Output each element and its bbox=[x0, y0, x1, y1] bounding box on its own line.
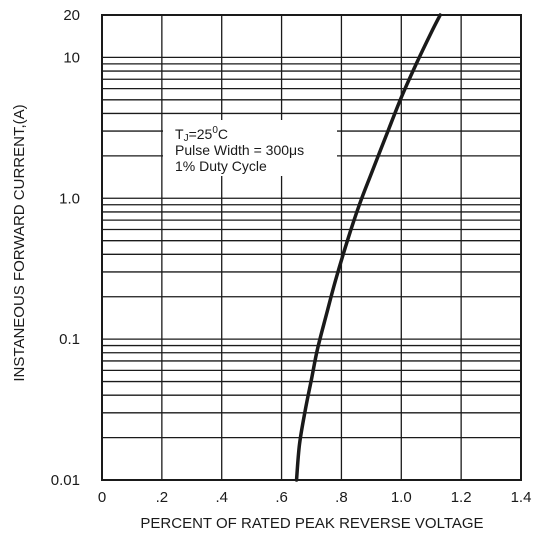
x-tick-labels: 0 .2 .4 .6 .8 1.0 1.2 1.4 bbox=[98, 489, 532, 506]
y-tick-label: 1.0 bbox=[59, 190, 80, 207]
x-tick-label: 1.0 bbox=[391, 489, 412, 506]
y-tick-label: 20 bbox=[63, 7, 80, 24]
annotation-t: T bbox=[175, 126, 184, 142]
x-tick-label: .8 bbox=[335, 489, 348, 506]
y-tick-labels: 0.01 0.1 1.0 10 20 bbox=[51, 7, 80, 489]
x-tick-label: 0 bbox=[98, 489, 106, 506]
y-tick-label: 10 bbox=[63, 49, 80, 66]
curve-layer bbox=[294, 13, 442, 482]
y-axis-label: INSTANEOUS FORWARD CURRENT,(A) bbox=[11, 104, 28, 381]
annotation-duty-cycle: 1% Duty Cycle bbox=[175, 158, 267, 174]
annotation-pulse-width: Pulse Width = 300μs bbox=[175, 142, 304, 158]
annotation-unit-c: C bbox=[218, 126, 228, 142]
x-tick-label: .4 bbox=[215, 489, 228, 506]
y-tick-label: 0.01 bbox=[51, 472, 80, 489]
x-tick-label: 1.4 bbox=[511, 489, 532, 506]
annotation-j-subscript: J bbox=[184, 133, 189, 144]
annotation-condition-tj: TJ=250C bbox=[175, 125, 228, 144]
x-tick-label: 1.2 bbox=[451, 489, 472, 506]
annotation-equals-25: =25 bbox=[189, 126, 213, 142]
grid-lines bbox=[102, 15, 521, 480]
plot-border bbox=[101, 14, 522, 481]
forward-current-curve bbox=[294, 13, 442, 482]
x-tick-label: .2 bbox=[156, 489, 169, 506]
x-axis-label: PERCENT OF RATED PEAK REVERSE VOLTAGE bbox=[140, 515, 483, 532]
plot-frame bbox=[101, 14, 522, 481]
x-tick-label: .6 bbox=[275, 489, 288, 506]
y-tick-label: 0.1 bbox=[59, 331, 80, 348]
annotation-background bbox=[163, 120, 337, 176]
annotation-degree-superscript: 0 bbox=[212, 125, 218, 136]
